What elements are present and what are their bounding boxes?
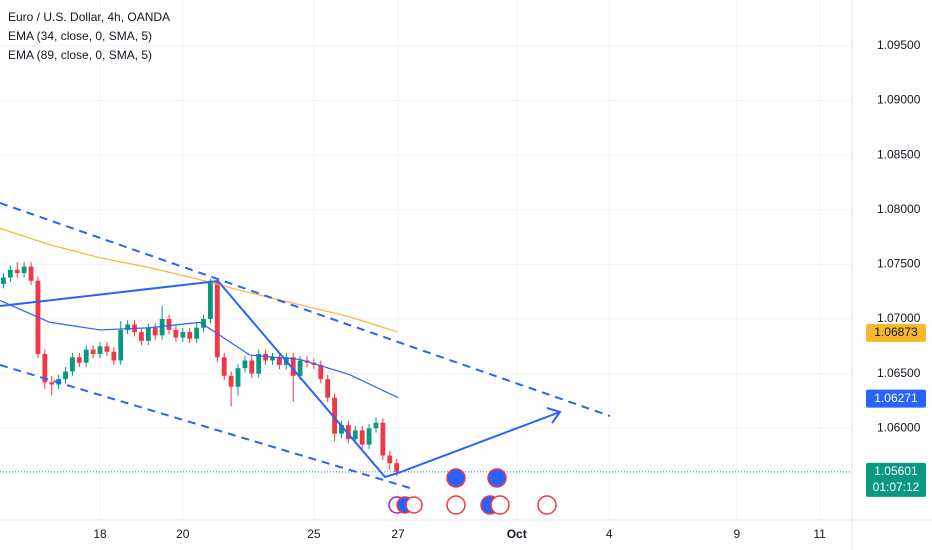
candle-body <box>42 353 48 383</box>
channel-upper <box>0 202 611 417</box>
y-tick-label: 1.08000 <box>877 202 921 216</box>
candle-body <box>173 329 179 338</box>
event-icon <box>446 495 466 515</box>
legend-entry: EMA (34, close, 0, SMA, 5) <box>8 29 152 43</box>
ema-line <box>0 299 399 399</box>
candle-body <box>276 357 282 365</box>
y-tick-label: 1.06500 <box>877 366 921 380</box>
candle-body <box>270 357 275 361</box>
candle-body <box>145 327 151 341</box>
candle-body <box>118 329 124 361</box>
drawings <box>0 202 611 489</box>
price-tag-timer: 01:07:12 <box>873 480 920 494</box>
candle-body <box>366 428 372 445</box>
candle-body <box>249 360 255 374</box>
x-tick-label: 11 <box>813 527 826 541</box>
candle-body <box>7 269 13 278</box>
candle-body <box>318 364 324 380</box>
ema-line <box>0 227 399 333</box>
event-icon <box>487 468 507 488</box>
candle-body <box>28 266 34 281</box>
candle-body <box>256 353 262 374</box>
candle-body <box>49 382 55 385</box>
candle-body <box>228 375 234 387</box>
chart-title: Euro / U.S. Dollar, 4h, OANDA <box>8 10 170 24</box>
candle-body <box>139 332 144 341</box>
legend-entry: EMA (89, close, 0, SMA, 5) <box>8 48 152 62</box>
candle-body <box>332 397 338 434</box>
candle-body <box>97 346 103 354</box>
x-tick-label: 27 <box>391 527 405 541</box>
y-tick-label: 1.08500 <box>877 147 921 161</box>
arrow-head <box>546 407 562 424</box>
event-icon <box>537 495 557 515</box>
candle-body <box>104 346 110 352</box>
candle-body <box>125 324 131 330</box>
channel-lower <box>0 364 411 489</box>
candle-body <box>380 422 386 456</box>
candle-body <box>14 269 20 274</box>
candle-body <box>201 318 206 328</box>
x-tick-label: 25 <box>307 527 321 541</box>
candle-body <box>207 280 213 319</box>
grid <box>0 0 852 520</box>
candle-body <box>70 357 75 372</box>
trend-path <box>0 279 561 479</box>
candle-body <box>152 327 158 336</box>
x-tick-label: 20 <box>176 527 190 541</box>
axes: 1.06000 1.06500 1.07000 1.07500 1.08000 1.085… <box>93 38 926 541</box>
event-icon <box>446 468 466 488</box>
candle-body <box>352 430 358 440</box>
x-tick-label: Oct <box>507 527 527 541</box>
candle-body <box>111 351 117 361</box>
candle-body <box>1 277 6 285</box>
candle-body <box>21 266 27 274</box>
candle-body <box>263 353 269 361</box>
event-icons <box>388 468 557 515</box>
candle-body <box>166 318 172 330</box>
y-tick-label: 1.09500 <box>877 38 921 52</box>
price-tag <box>866 389 926 408</box>
candle-body <box>359 430 365 445</box>
candle-body <box>214 280 220 358</box>
candle-body <box>387 455 393 464</box>
candle-body <box>339 424 344 434</box>
candle-body <box>290 357 296 376</box>
x-tick-label: 4 <box>606 527 613 541</box>
candle-body <box>345 424 351 440</box>
candle-body <box>394 463 400 472</box>
candle-body <box>159 318 165 336</box>
x-tick-label: 18 <box>93 527 107 541</box>
price-tag <box>866 462 926 497</box>
y-tick-label: 1.07000 <box>877 311 921 325</box>
candle-body <box>373 422 379 429</box>
event-icon <box>490 495 510 515</box>
price-tag-label: 1.06873 <box>874 325 918 339</box>
price-tag-label: 1.06271 <box>874 391 918 405</box>
candle-body <box>297 360 303 376</box>
x-tick-label: 9 <box>733 527 740 541</box>
candle-body <box>180 332 186 338</box>
candle-body <box>221 357 227 376</box>
candle-body <box>242 360 248 369</box>
candle-body <box>194 327 200 339</box>
candle-body <box>63 371 68 380</box>
candle-body <box>76 357 82 363</box>
candle-body <box>83 349 89 363</box>
candle-body <box>90 349 96 354</box>
y-tick-label: 1.07500 <box>877 257 921 271</box>
price-tag <box>866 323 926 342</box>
candle-body <box>325 379 331 398</box>
y-tick-label: 1.06000 <box>877 420 921 434</box>
event-icon <box>405 496 423 514</box>
plot <box>0 227 852 477</box>
candle-body <box>235 368 241 387</box>
candle-body <box>187 332 193 339</box>
y-tick-label: 1.09000 <box>877 93 921 107</box>
price-tag-label: 1.05601 <box>874 464 918 478</box>
